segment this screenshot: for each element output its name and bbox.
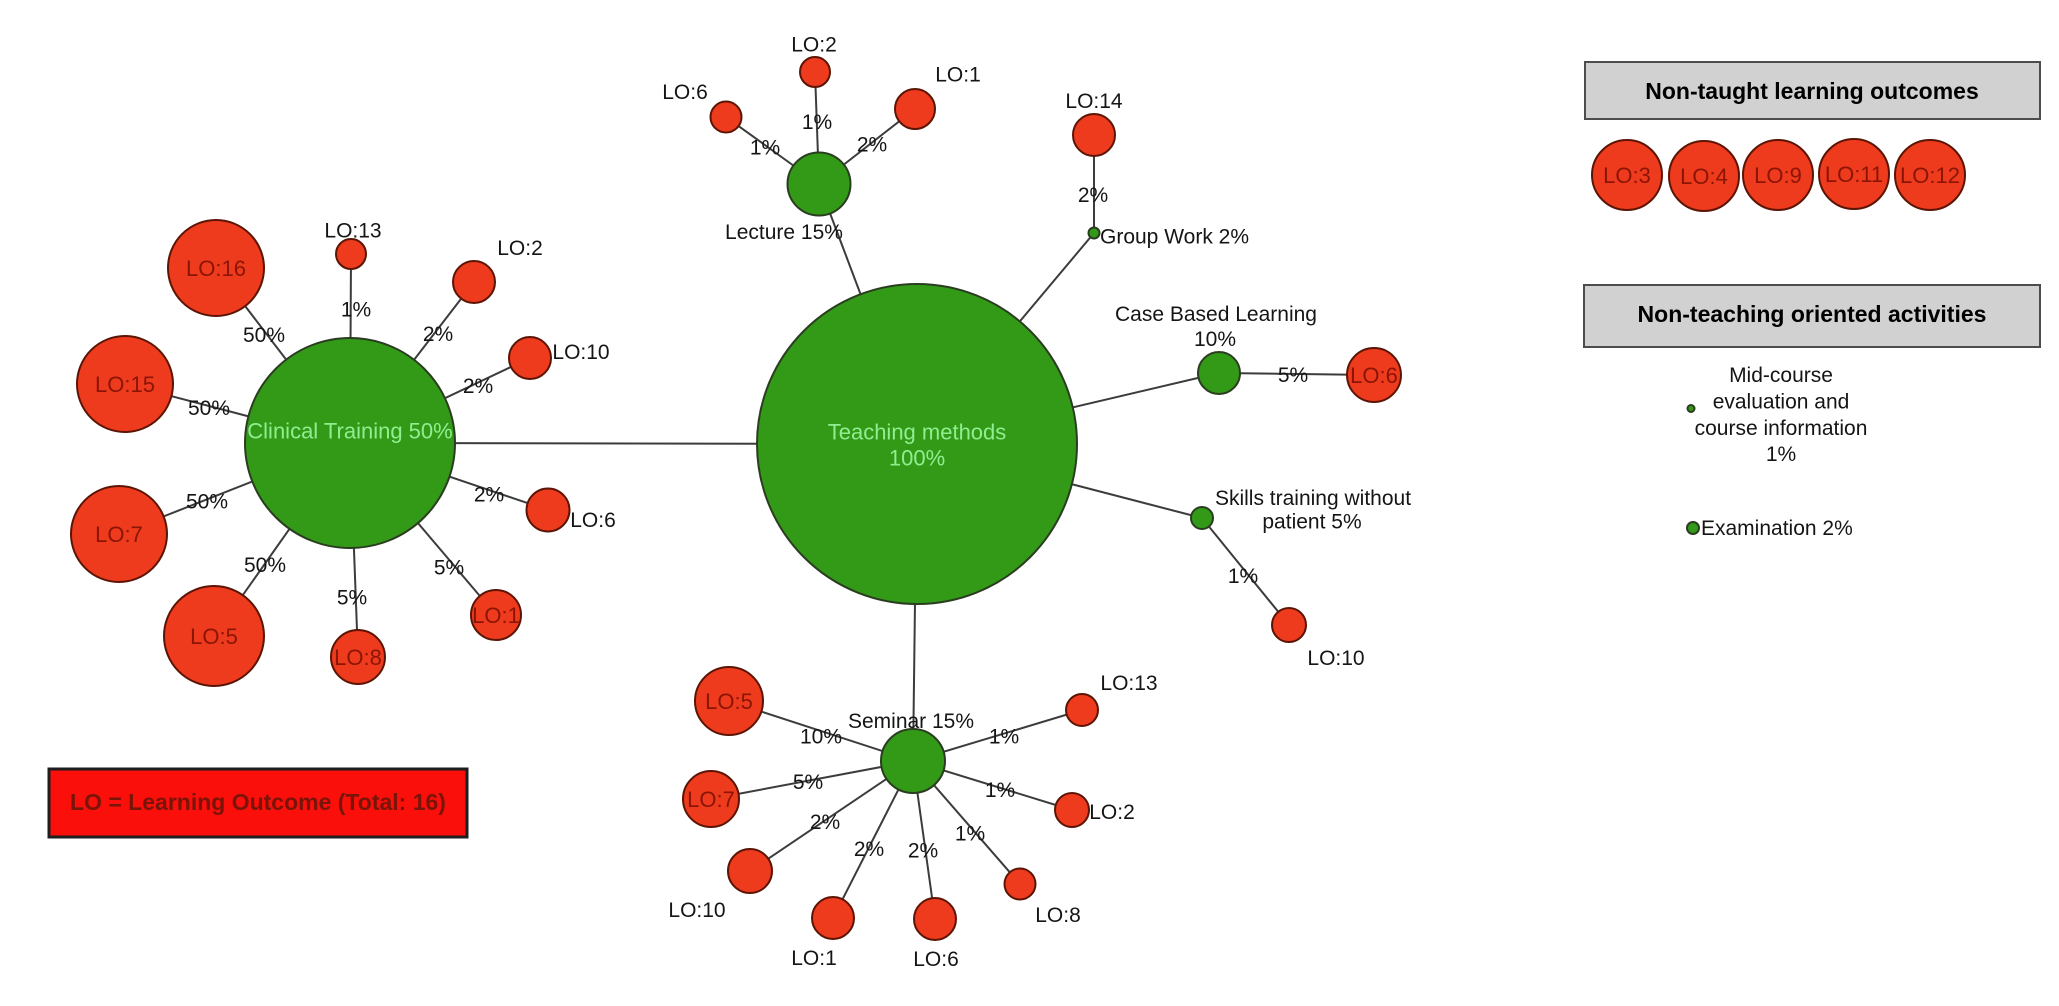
svg-text:1%: 1% — [750, 137, 780, 160]
svg-text:Clinical Training 50%: Clinical Training 50% — [247, 419, 452, 444]
svg-text:Skills training without: Skills training without — [1215, 487, 1411, 510]
svg-text:1%: 1% — [1228, 565, 1258, 588]
svg-text:LO:13: LO:13 — [324, 220, 381, 243]
svg-text:Seminar 15%: Seminar 15% — [848, 710, 974, 733]
svg-text:LO:12: LO:12 — [1900, 163, 1960, 188]
svg-text:LO:2: LO:2 — [497, 237, 543, 260]
svg-text:LO:11: LO:11 — [1825, 162, 1883, 187]
svg-text:patient 5%: patient 5% — [1262, 511, 1361, 534]
svg-text:Group Work 2%: Group Work 2% — [1100, 226, 1249, 249]
svg-text:LO:6: LO:6 — [1350, 363, 1398, 388]
svg-text:50%: 50% — [188, 397, 230, 420]
svg-text:5%: 5% — [793, 771, 823, 794]
svg-text:LO:10: LO:10 — [1307, 647, 1364, 670]
svg-text:LO:5: LO:5 — [705, 689, 753, 714]
svg-text:LO:10: LO:10 — [668, 899, 725, 922]
svg-text:2%: 2% — [854, 838, 884, 861]
svg-text:5%: 5% — [337, 587, 367, 610]
svg-text:Case Based Learning: Case Based Learning — [1115, 303, 1317, 326]
svg-text:5%: 5% — [1278, 364, 1308, 387]
svg-text:50%: 50% — [186, 491, 228, 514]
svg-text:50%: 50% — [243, 324, 285, 347]
svg-text:50%: 50% — [244, 554, 286, 577]
svg-text:LO:8: LO:8 — [334, 645, 382, 670]
svg-text:1%: 1% — [341, 299, 371, 322]
svg-text:LO:5: LO:5 — [190, 624, 238, 649]
svg-text:LO = Learning Outcome (Total:: LO = Learning Outcome (Total: 16) — [70, 789, 446, 815]
svg-text:LO:6: LO:6 — [570, 509, 616, 532]
svg-text:evaluation and: evaluation and — [1713, 391, 1850, 414]
svg-text:2%: 2% — [908, 840, 938, 863]
svg-text:LO:6: LO:6 — [913, 948, 959, 971]
svg-text:10%: 10% — [800, 726, 842, 749]
svg-text:2%: 2% — [857, 134, 887, 157]
svg-text:LO:2: LO:2 — [791, 34, 837, 57]
svg-text:2%: 2% — [423, 323, 453, 346]
svg-text:1%: 1% — [985, 779, 1015, 802]
svg-text:Non-teaching oriented activiti: Non-teaching oriented activities — [1638, 301, 1987, 327]
svg-text:1%: 1% — [1766, 443, 1796, 466]
svg-text:1%: 1% — [802, 111, 832, 134]
svg-text:Mid-course: Mid-course — [1729, 364, 1833, 387]
svg-text:LO:14: LO:14 — [1065, 90, 1123, 113]
svg-text:LO:6: LO:6 — [662, 81, 708, 104]
svg-text:Lecture 15%: Lecture 15% — [725, 221, 843, 244]
svg-text:LO:1: LO:1 — [791, 947, 837, 970]
svg-text:2%: 2% — [1078, 184, 1108, 207]
svg-text:Non-taught learning outcomes: Non-taught learning outcomes — [1645, 78, 1979, 104]
svg-text:LO:1: LO:1 — [935, 64, 981, 87]
svg-text:1%: 1% — [955, 823, 985, 846]
svg-text:2%: 2% — [463, 375, 493, 398]
svg-text:5%: 5% — [434, 557, 464, 580]
svg-text:LO:8: LO:8 — [1035, 904, 1081, 927]
svg-text:LO:2: LO:2 — [1089, 801, 1135, 824]
svg-text:LO:3: LO:3 — [1603, 163, 1651, 188]
svg-text:LO:7: LO:7 — [95, 522, 143, 547]
svg-text:LO:10: LO:10 — [552, 341, 609, 364]
svg-text:1%: 1% — [989, 726, 1019, 749]
svg-text:course information: course information — [1695, 417, 1868, 440]
svg-text:LO:13: LO:13 — [1100, 672, 1157, 695]
svg-text:10%: 10% — [1194, 328, 1236, 351]
svg-text:LO:7: LO:7 — [687, 787, 735, 812]
svg-text:LO:4: LO:4 — [1680, 164, 1728, 189]
svg-text:2%: 2% — [474, 484, 504, 507]
svg-text:Examination 2%: Examination 2% — [1701, 517, 1853, 540]
svg-text:2%: 2% — [810, 811, 840, 834]
svg-text:LO:9: LO:9 — [1754, 163, 1802, 188]
svg-text:LO:15: LO:15 — [95, 372, 155, 397]
svg-text:100%: 100% — [889, 446, 945, 471]
svg-text:Teaching methods: Teaching methods — [828, 420, 1007, 445]
svg-text:LO:1: LO:1 — [472, 603, 520, 628]
svg-text:LO:16: LO:16 — [186, 256, 246, 281]
